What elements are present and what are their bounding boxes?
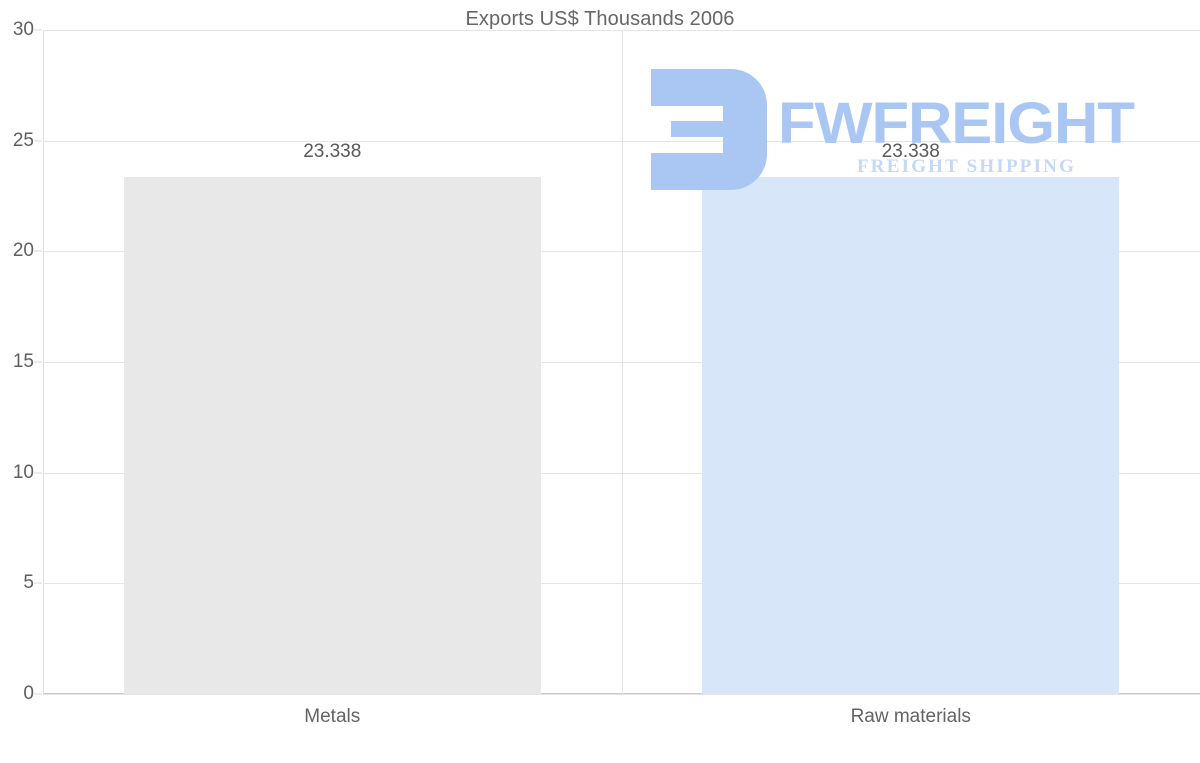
bar[interactable] (702, 177, 1119, 694)
gridline-horizontal (43, 583, 1200, 585)
y-axis-tick-mark (34, 250, 42, 252)
y-axis-tick-label: 30 (12, 19, 34, 40)
gridline-horizontal (43, 140, 1200, 142)
y-axis-tick-label: 10 (12, 461, 34, 483)
y-axis-tick-label: 20 (12, 240, 34, 262)
bar-value-label: 23.338 (881, 141, 940, 163)
x-axis-tick-label: Metals (304, 706, 361, 727)
gridline-horizontal (43, 694, 1200, 695)
y-axis-tick-label: 25 (12, 129, 34, 151)
y-axis-tick-mark (34, 29, 42, 31)
x-axis-tick-label: Raw materials (850, 706, 971, 727)
chart-title: Exports US$ Thousands 2006 (465, 8, 735, 30)
plot-area: 0 5 10 15 20 25 30 23.338 23.338 (13, 19, 1200, 704)
y-axis-tick-mark (34, 582, 42, 584)
y-axis-tick-label: 15 (12, 351, 34, 372)
bar-value-label: 23.338 (303, 141, 362, 163)
gridline-horizontal (43, 30, 1200, 31)
y-axis-tick-label: 0 (23, 683, 34, 704)
y-axis-tick-mark (34, 472, 42, 474)
y-axis-tick-label: 5 (23, 572, 34, 594)
gridline-horizontal (43, 251, 1200, 253)
y-axis-tick-mark (34, 361, 42, 363)
x-axis-line (43, 693, 1200, 694)
gridline-horizontal (43, 362, 1200, 363)
gridline-vertical (622, 30, 623, 694)
gridline-horizontal (43, 472, 1200, 474)
bar[interactable] (123, 177, 541, 694)
y-axis-tick-mark (34, 693, 42, 695)
y-axis-tick-mark (34, 140, 42, 142)
